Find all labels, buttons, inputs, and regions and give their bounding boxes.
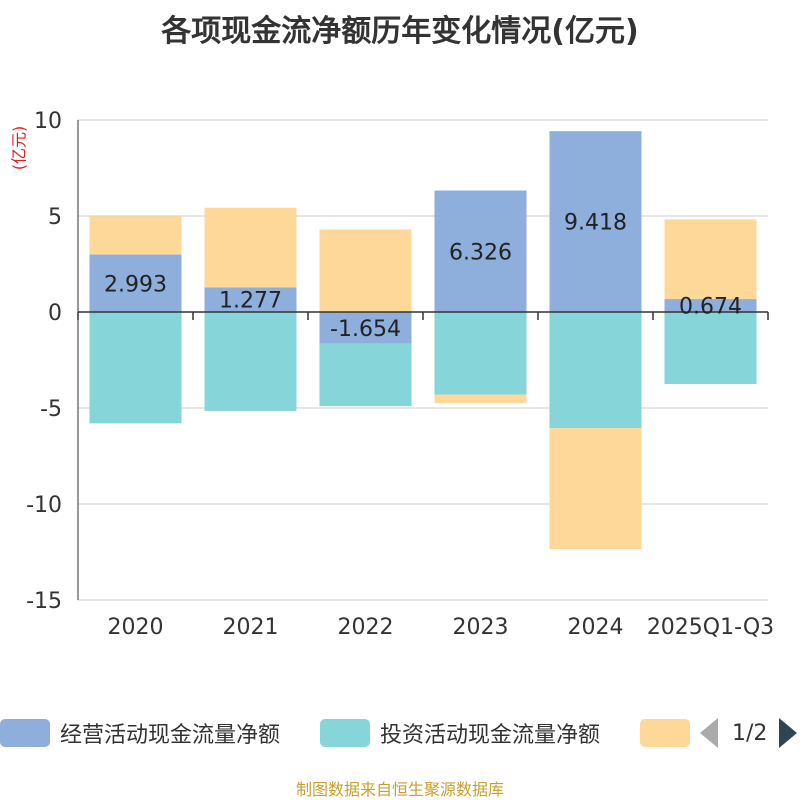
- bar-s2-2022: [319, 229, 412, 312]
- bar-s1-2024: [549, 312, 642, 429]
- legend-swatch-investing: [320, 719, 370, 747]
- legend: 经营活动现金流量净额 投资活动现金流量净额 1/2: [0, 712, 800, 756]
- source-note: 制图数据来自恒生聚源数据库: [295, 780, 504, 799]
- bar-s1-2022: [319, 343, 412, 407]
- chart-area: 10 5 0 -5 -10 -15 2020 2021 2022 2023 2024 2025Q1-Q…: [26, 109, 774, 640]
- data-label-2024: 9.418: [564, 211, 627, 236]
- y-tick-label: 5: [48, 205, 62, 230]
- bar-s2-2024: [549, 428, 642, 550]
- bar-s0-2021: [204, 287, 297, 312]
- x-tick-label: 2021: [223, 615, 279, 640]
- bar-s0-2020: [89, 254, 182, 312]
- legend-item-investing[interactable]: 投资活动现金流量净额: [320, 718, 600, 748]
- x-tick-label: 2025Q1-Q3: [647, 615, 774, 640]
- legend-label-operating: 经营活动现金流量净额: [60, 723, 281, 748]
- data-label-2020: 2.993: [104, 272, 167, 297]
- x-tick-label: 2020: [108, 615, 164, 640]
- bar-s1-2020: [89, 312, 182, 424]
- bar-s1-2021: [204, 312, 297, 411]
- bar-s2-2021: [204, 207, 297, 288]
- data-label-2021: 1.277: [219, 289, 282, 314]
- bar-s0-2025Q1-Q3: [664, 299, 757, 312]
- y-tick-label: -5: [40, 397, 62, 422]
- x-tick-label: 2024: [568, 615, 624, 640]
- legend-page-indicator: 1/2: [732, 720, 768, 746]
- bar-s2-2023: [434, 394, 527, 404]
- bar-s1-2025Q1-Q3: [664, 312, 757, 384]
- data-label-2022: -1.654: [330, 317, 401, 342]
- legend-next-arrow-icon[interactable]: [779, 718, 798, 748]
- x-tick-label: 2022: [338, 615, 394, 640]
- data-label-2023: 6.326: [449, 240, 512, 265]
- bar-s1-2023: [434, 312, 527, 395]
- bar-s0-2022: [319, 312, 412, 344]
- bar-s0-2023: [434, 190, 527, 312]
- y-tick-label: 10: [34, 109, 62, 134]
- y-tick-label: 0: [48, 301, 62, 326]
- legend-swatch-financing: [640, 719, 690, 747]
- bar-s0-2024: [549, 131, 642, 312]
- legend-label-investing: 投资活动现金流量净额: [380, 723, 601, 748]
- bar-s2-2020: [89, 216, 182, 255]
- y-tick-label: -15: [26, 589, 62, 614]
- legend-item-financing[interactable]: [640, 718, 690, 748]
- y-tick-label: -10: [26, 493, 62, 518]
- data-label-2025Q1-Q3: 0.674: [679, 295, 742, 320]
- legend-item-operating[interactable]: 经营活动现金流量净额: [0, 718, 280, 748]
- legend-prev-arrow-icon[interactable]: [700, 718, 718, 748]
- chart-title: 各项现金流净额历年变化情况(亿元): [161, 14, 639, 49]
- x-tick-label: 2023: [453, 615, 509, 640]
- legend-swatch-operating: [0, 719, 50, 747]
- legend-pager: 1/2: [700, 718, 798, 748]
- bar-s2-2025Q1-Q3: [664, 219, 757, 300]
